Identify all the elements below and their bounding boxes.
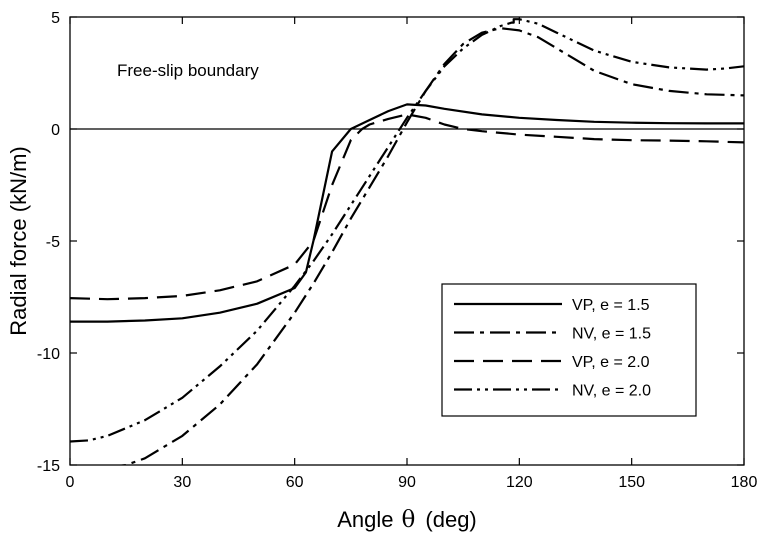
ticks-group <box>69 16 745 466</box>
x-axis-label-unit: (deg) <box>425 507 476 532</box>
x-axis-label-prefix: Angle <box>337 507 393 532</box>
y-tick-label: 0 <box>51 122 60 139</box>
x-tick-label: 150 <box>618 474 645 491</box>
x-axis-label-theta: θ <box>402 507 416 533</box>
x-tick-label: 60 <box>286 474 304 491</box>
tick-labels-group: 0 30 60 90 120 150 180 -15 -10 -5 0 5 <box>37 10 758 491</box>
y-axis-label: Radial force (kN/m) <box>6 146 31 335</box>
legend-label-2: NV, e = 1.5 <box>572 326 651 343</box>
legend-label-4: NV, e = 2.0 <box>572 383 651 400</box>
x-tick-label: 120 <box>506 474 533 491</box>
legend-label-1: VP, e = 1.5 <box>572 297 650 314</box>
legend-box <box>441 283 697 417</box>
legend-label-3: VP, e = 2.0 <box>572 354 650 371</box>
legend: VP, e = 1.5 NV, e = 1.5 VP, e = 2.0 NV, e =… <box>441 283 697 417</box>
x-axis-label: Angle θ (deg) <box>337 507 477 533</box>
series-line-1 <box>70 103 744 323</box>
series-group <box>70 18 744 465</box>
series-line-3 <box>70 113 744 301</box>
x-tick-label: 30 <box>173 474 191 491</box>
y-tick-label: 5 <box>51 10 60 27</box>
y-tick-label: -10 <box>37 346 60 363</box>
x-tick-label: 0 <box>66 474 75 491</box>
x-tick-label: 180 <box>731 474 758 491</box>
series-line-2 <box>116 27 744 465</box>
y-tick-label: -15 <box>37 458 60 475</box>
annotation-free-slip-boundary: Free-slip boundary <box>117 61 259 80</box>
x-tick-label: 90 <box>398 474 416 491</box>
series-line-4 <box>70 18 744 443</box>
y-tick-label: -5 <box>46 234 60 251</box>
